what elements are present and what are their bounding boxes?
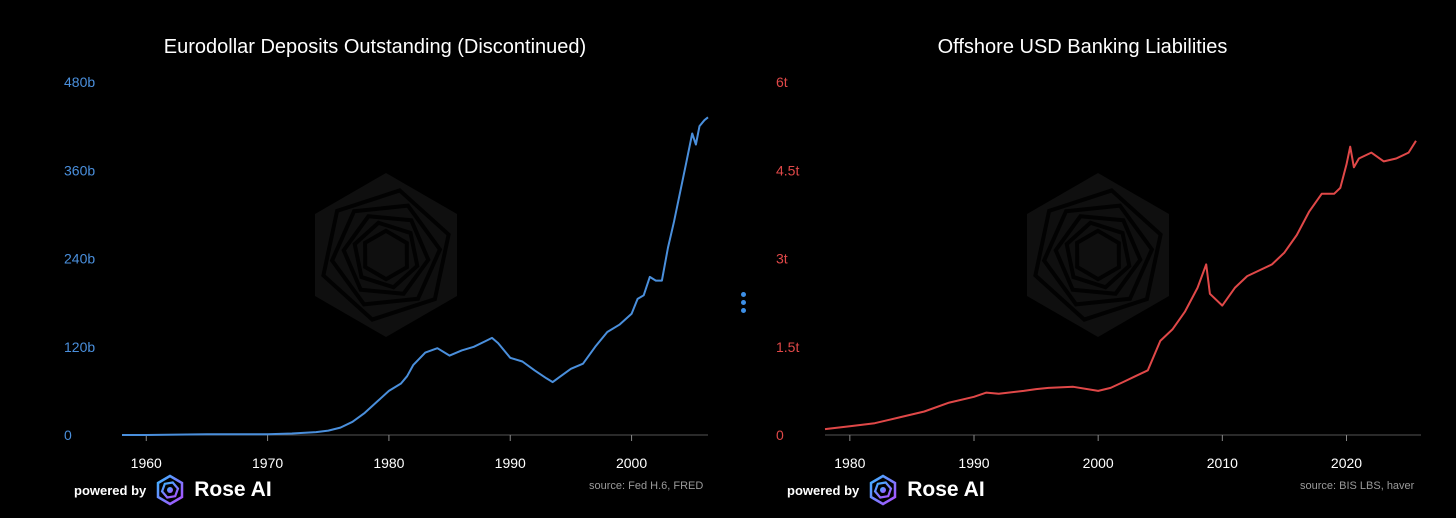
right-source: source: BIS LBS, haver <box>1300 480 1415 492</box>
left-chart-plot: 0 120b 240b 360b 480b 1960 1970 1980 1990 2000 <box>64 74 709 471</box>
y-tick-label: 1.5t <box>776 339 799 355</box>
x-tick-label: 1970 <box>252 455 283 471</box>
left-chart-panel: Eurodollar Deposits Outstanding (Discont… <box>64 36 709 506</box>
y-tick-label: 6t <box>776 74 788 90</box>
brand-name: Rose AI <box>907 478 985 501</box>
y-tick-label: 480b <box>64 74 95 90</box>
left-source: source: Fed H.6, FRED <box>589 480 704 492</box>
brand-name: Rose AI <box>194 478 272 501</box>
rose-ai-logo-icon <box>870 474 897 506</box>
series-line <box>122 116 709 436</box>
y-tick-label: 0 <box>776 427 784 443</box>
y-tick-label: 3t <box>776 251 788 267</box>
watermark-logo-icon <box>315 173 457 337</box>
y-tick-label: 0 <box>64 427 72 443</box>
x-tick-label: 2010 <box>1207 455 1238 471</box>
x-tick-label: 1990 <box>958 455 989 471</box>
powered-by-label: powered by <box>787 482 860 498</box>
left-chart-title: Eurodollar Deposits Outstanding (Discont… <box>163 36 587 58</box>
y-tick-label: 120b <box>64 339 95 355</box>
right-chart-panel: Offshore USD Banking Liabilities 0 1.5t 3t… <box>728 0 1456 518</box>
x-tick-label: 1980 <box>373 455 404 471</box>
right-chart-plot: 0 1.5t 3t 4.5t 6t 1980 1990 2000 2010 2020 <box>776 74 1421 471</box>
left-powered-by[interactable]: powered by Rose AI <box>74 474 272 506</box>
powered-by-label: powered by <box>74 482 147 498</box>
series-line <box>824 140 1417 431</box>
y-tick-label: 4.5t <box>776 162 799 178</box>
rose-ai-logo-icon <box>157 474 184 506</box>
x-tick-label: 1980 <box>834 455 865 471</box>
x-tick-label: 1990 <box>495 455 526 471</box>
right-powered-by[interactable]: powered by Rose AI <box>787 474 985 506</box>
x-tick-label: 2000 <box>1083 455 1114 471</box>
x-tick-label: 1960 <box>131 455 162 471</box>
more-options-icon[interactable] <box>739 292 747 318</box>
y-tick-label: 360b <box>64 162 95 178</box>
x-tick-label: 2020 <box>1331 455 1362 471</box>
right-chart-title: Offshore USD Banking Liabilities <box>937 36 1228 58</box>
watermark-logo-icon <box>1027 173 1169 337</box>
x-tick-label: 2000 <box>616 455 647 471</box>
y-tick-label: 240b <box>64 251 95 267</box>
